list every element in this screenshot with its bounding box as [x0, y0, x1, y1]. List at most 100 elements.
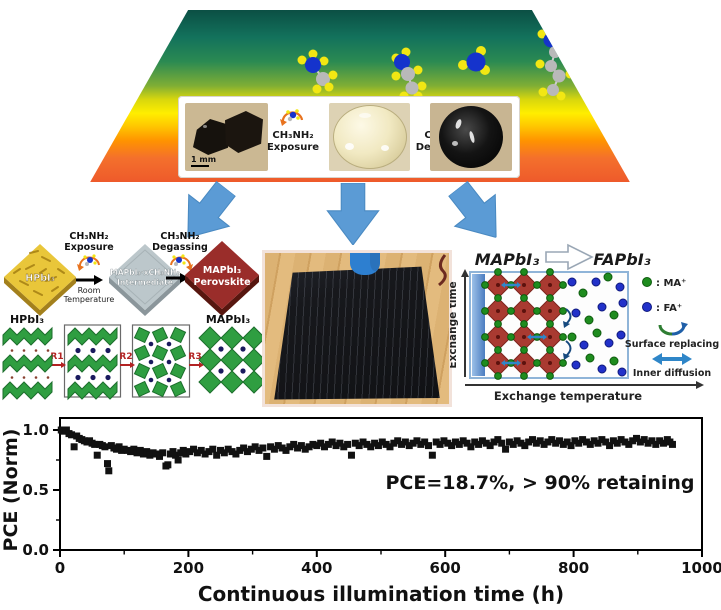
- tilted-octahedron: [151, 380, 169, 398]
- exchange-legend: : MA⁺ : FA⁺ Surface replacing Inner diff…: [625, 277, 719, 379]
- data-point: [228, 448, 236, 456]
- corner-octahedron: [242, 326, 262, 350]
- crystal-panel-box: [131, 324, 191, 398]
- data-point: [617, 436, 625, 444]
- hpbi3-diamond: HPbI₃: [4, 244, 76, 316]
- fa-ion: [615, 282, 625, 292]
- data-point: [529, 436, 537, 444]
- cycle-arrow-icon: [77, 254, 100, 271]
- tilted-octahedron: [133, 380, 151, 398]
- data-point: [509, 440, 517, 448]
- x-tick-label: 1000: [681, 559, 721, 577]
- data-point: [136, 446, 144, 454]
- data-point: [633, 434, 641, 442]
- molecule-1-atoms: [297, 49, 338, 94]
- data-point: [401, 438, 409, 446]
- ma-ion: [481, 307, 489, 315]
- data-point: [544, 438, 552, 446]
- data-point: [521, 442, 529, 450]
- ma-ion: [567, 332, 577, 342]
- panel-grid-lines: [274, 266, 440, 400]
- data-point: [555, 437, 563, 445]
- data-point: [347, 451, 355, 459]
- data-point: [62, 426, 70, 434]
- fa-ion: [579, 340, 589, 350]
- data-point: [321, 443, 329, 451]
- crystal-structures: [2, 326, 262, 401]
- data-point: [259, 444, 267, 452]
- svg-text:Intermediate: Intermediate: [117, 278, 173, 287]
- data-point: [251, 443, 259, 451]
- data-point: [382, 440, 390, 448]
- data-point: [224, 445, 232, 453]
- ma-ion: [609, 356, 619, 366]
- label-line: CH₃NH₂: [272, 130, 314, 141]
- data-point: [286, 443, 294, 451]
- surface-curve-icon: [658, 324, 673, 336]
- reaction-step-labels: R1 R2 R3: [50, 352, 201, 362]
- data-point: [344, 440, 352, 448]
- data-point: [548, 436, 556, 444]
- data-point: [115, 443, 123, 451]
- data-point: [236, 446, 244, 454]
- data-point: [247, 445, 255, 453]
- fa-ion: [571, 360, 581, 370]
- tilted-octahedron: [151, 326, 169, 344]
- corner-octahedron: [220, 326, 244, 350]
- data-point: [436, 440, 444, 448]
- svg-text:Room: Room: [78, 286, 101, 295]
- ma-ion: [559, 307, 567, 315]
- ma-ion: [559, 281, 567, 289]
- data-point: [240, 444, 248, 452]
- perovskite-diamond: MAPbI₃ Perovskite: [185, 241, 259, 316]
- x-tick-label: 0: [55, 559, 65, 577]
- exchange-title-left: MAPbI₃: [475, 250, 539, 269]
- data-point: [448, 442, 456, 450]
- data-point: [594, 439, 602, 447]
- data-point: [525, 438, 533, 446]
- data-point: [513, 437, 521, 445]
- data-point: [540, 440, 548, 448]
- data-point: [563, 438, 571, 446]
- tilted-octahedron: [133, 326, 151, 344]
- ma-ion: [533, 281, 541, 289]
- data-point: [432, 438, 440, 446]
- crystal-left-label: HPbI₃: [10, 313, 44, 326]
- data-point: [640, 436, 648, 444]
- crystal-shape: [225, 111, 263, 153]
- data-point: [494, 436, 502, 444]
- ma-ion: [592, 328, 602, 338]
- crystal-right-label: MAPbI₃: [206, 313, 250, 326]
- data-point: [301, 445, 309, 453]
- data-point: [602, 438, 610, 446]
- data-point: [243, 448, 251, 456]
- black-film-panel: [274, 266, 440, 400]
- data-point: [552, 439, 560, 447]
- ma-ion: [546, 268, 554, 276]
- photo-black-droplet: [430, 103, 512, 171]
- tilted-octahedron: [151, 344, 169, 362]
- perovskite-lattice: [481, 268, 567, 380]
- data-point: [428, 451, 436, 459]
- fa-ion: [567, 277, 577, 287]
- ma-ion: [481, 281, 489, 289]
- tilted-octahedron: [169, 380, 187, 398]
- corner-octahedron: [220, 348, 244, 372]
- down-arrow-left-icon: [187, 180, 237, 239]
- data-point: [255, 446, 263, 454]
- data-point: [582, 438, 590, 446]
- ma-ion: [609, 310, 619, 320]
- data-point: [70, 443, 78, 451]
- data-point: [386, 443, 394, 451]
- data-point: [93, 451, 101, 459]
- data-point: [451, 438, 459, 446]
- data-point: [394, 437, 402, 445]
- data-point: [143, 448, 151, 456]
- data-point: [174, 456, 182, 464]
- data-point: [409, 439, 417, 447]
- data-point: [159, 449, 167, 457]
- ma-ion: [533, 359, 541, 367]
- ma-ion: [494, 372, 502, 380]
- data-point: [606, 442, 614, 450]
- data-point: [467, 443, 475, 451]
